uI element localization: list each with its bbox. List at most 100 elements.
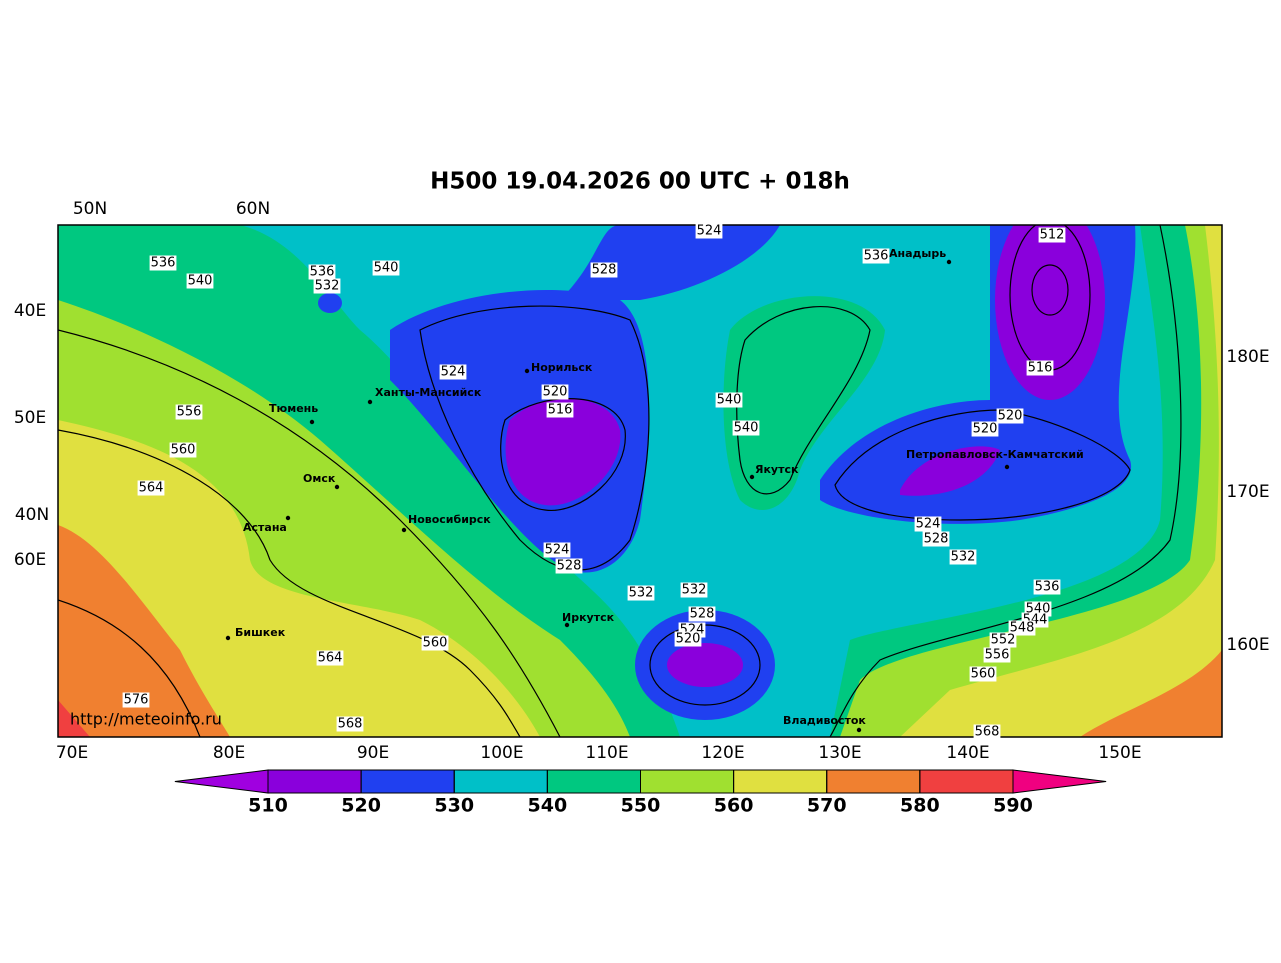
grid-label: 170E (1226, 482, 1269, 502)
contour-label: 568 (975, 725, 1000, 740)
contour-label-bg (313, 278, 341, 294)
contour-label: 520 (973, 422, 998, 437)
contour-label-bg (541, 384, 569, 400)
contour-label-bg (372, 260, 400, 276)
contour-label-bg (973, 724, 1001, 740)
contour-label: 532 (629, 586, 654, 601)
colorbar-tick-label: 530 (434, 795, 474, 817)
city-label: Тюмень (269, 402, 318, 415)
city-dot (309, 419, 315, 425)
contour-label: 536 (310, 265, 335, 280)
grid-label: 60N (236, 199, 270, 219)
grid-label: 160E (1226, 635, 1269, 655)
city-dot (1004, 464, 1010, 470)
city-dot (334, 484, 340, 490)
contour-label: 528 (557, 559, 582, 574)
colorbar-tick-label: 580 (900, 795, 940, 817)
contour-label-bg (862, 248, 890, 264)
city-label: Новосибирск (408, 513, 491, 526)
colorbar-segment (267, 769, 362, 794)
contour-label: 564 (318, 651, 343, 666)
city-dot (564, 622, 570, 628)
map-frame (57, 224, 1223, 738)
contour-label-bg (555, 558, 583, 574)
contour-label: 528 (592, 263, 617, 278)
contour-label: 532 (682, 583, 707, 598)
contour-label: 552 (991, 633, 1016, 648)
map-title: H500 19.04.2026 00 UTC + 018h (430, 169, 850, 195)
city-label: Омск (303, 472, 336, 485)
contour-label-bg (175, 404, 203, 420)
colorbar: 510 520 530 540 550 560 570 580 590 (174, 769, 1107, 817)
credit: http://meteoinfo.ru (70, 710, 222, 729)
contour-label-bg (1026, 360, 1054, 376)
contour-label-bg (308, 264, 336, 280)
contour-label-bg (1033, 579, 1061, 595)
contour-label-bg (914, 516, 942, 532)
colorbar-over (1012, 769, 1107, 794)
contour-label: 540 (374, 261, 399, 276)
lon-label: 140E (946, 743, 989, 763)
colorbar-tick-label: 540 (528, 795, 568, 817)
contour-label: 520 (543, 385, 568, 400)
contour-label-bg (688, 606, 716, 622)
contour-label: 524 (916, 517, 941, 532)
city-label: Бишкек (235, 626, 286, 639)
contour-label: 520 (676, 632, 701, 647)
contour-label: 532 (315, 279, 340, 294)
contour-label: 548 (1010, 621, 1035, 636)
grid-label: 40N (15, 505, 49, 525)
contour-label-bg (122, 692, 150, 708)
contour-label-bg (922, 531, 950, 547)
grid-label: 50E (14, 408, 46, 428)
grid-label: 40E (14, 301, 46, 321)
contour-label: 516 (548, 403, 573, 418)
contour-label-bg (169, 442, 197, 458)
contour-label-bg (186, 273, 214, 289)
contour-label-bg (149, 255, 177, 271)
contour-label-bg (590, 262, 618, 278)
colorbar-under (174, 769, 269, 794)
city-dot (749, 474, 755, 480)
city-label: Астана (243, 521, 287, 534)
colorbar-segment (546, 769, 641, 794)
lon-label: 90E (357, 743, 389, 763)
contour-label: 568 (338, 717, 363, 732)
city-label: Якутск (755, 463, 799, 476)
lon-label: 100E (480, 743, 523, 763)
contour-label-bg (983, 647, 1011, 663)
city-dot (367, 399, 373, 405)
contour-label-bg (627, 585, 655, 601)
contour-label-bg (715, 392, 743, 408)
contour-label-bg (996, 408, 1024, 424)
lon-label: 80E (213, 743, 245, 763)
contour-label: 560 (971, 667, 996, 682)
contour-label: 528 (924, 532, 949, 547)
contour-label: 560 (171, 443, 196, 458)
contour-label-bg (439, 364, 467, 380)
labels: 50N 60N 40E 50E 40N 60E 180E 170E 160E 70E 80E 90E 1… (14, 199, 1270, 763)
city-label: Петропавловск-Камчатский (906, 448, 1084, 461)
lon-label: 150E (1098, 743, 1141, 763)
grid-label: 50N (73, 199, 107, 219)
city-label: Иркутск (562, 611, 615, 624)
contour-label: 564 (139, 481, 164, 496)
contour-label-bg (543, 542, 571, 558)
contour-label: 556 (177, 405, 202, 420)
contour-label: 524 (441, 365, 466, 380)
map-field: http://meteoinfo.ru (58, 225, 1222, 737)
contour-label-bg (1038, 227, 1066, 243)
contour-label-bg (949, 549, 977, 565)
contour-label: 556 (985, 648, 1010, 663)
contour-label: 528 (690, 607, 715, 622)
contour-label-bg (969, 666, 997, 682)
contour-label: 536 (151, 256, 176, 271)
colorbar-segment (733, 769, 828, 794)
contour-label-bg (971, 421, 999, 437)
colorbar-tick-label: 560 (714, 795, 754, 817)
contour-label: 560 (423, 636, 448, 651)
city-dot (285, 515, 291, 521)
city-dot (225, 635, 231, 641)
contour-label-bg (695, 223, 723, 239)
